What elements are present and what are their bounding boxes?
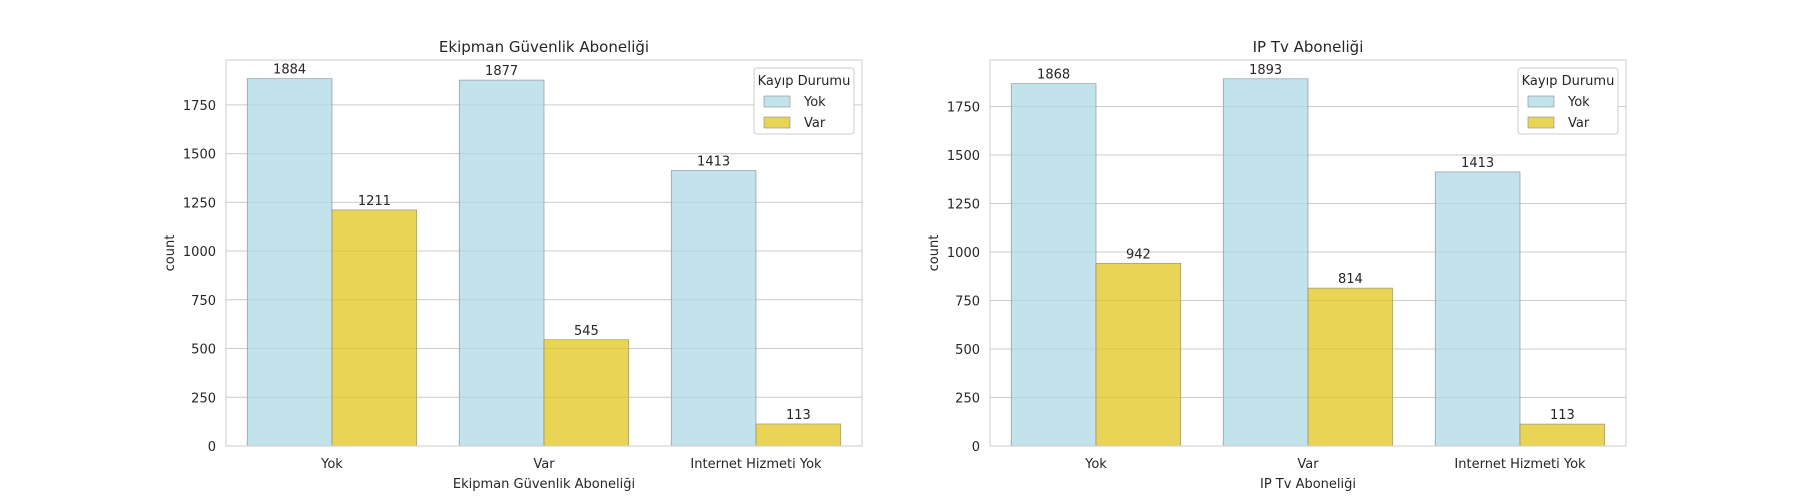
y-axis-label: count xyxy=(163,235,178,272)
y-tick-label: 0 xyxy=(208,440,216,455)
y-tick-label: 1000 xyxy=(183,245,216,260)
y-tick-label: 250 xyxy=(191,391,216,406)
legend-entry: Yok xyxy=(803,95,826,110)
legend-entry: Yok xyxy=(1567,95,1590,110)
data-label: 1893 xyxy=(1249,63,1282,78)
y-tick-label: 1250 xyxy=(947,198,980,213)
y-tick-label: 1750 xyxy=(947,101,980,116)
x-tick-label: Var xyxy=(1297,457,1319,472)
bar-var-1 xyxy=(1095,262,1182,447)
data-label: 113 xyxy=(786,408,811,423)
x-tick-label: Internet Hizmeti Yok xyxy=(1454,457,1586,472)
plot-frame xyxy=(989,59,1627,447)
legend: Kayıp Durumu Yok Var xyxy=(1517,67,1619,135)
bar-var-3 xyxy=(755,423,842,447)
legend-swatch xyxy=(763,116,791,129)
legend-entry: Var xyxy=(1568,116,1590,131)
legend-swatch xyxy=(763,95,791,108)
data-label: 113 xyxy=(1550,408,1575,423)
x-axis-label: Ekipman Güvenlik Aboneliği xyxy=(453,477,635,492)
plot-frame xyxy=(225,59,863,447)
y-tick-label: 500 xyxy=(955,343,980,358)
bars: 1884 1877 1413 1211 545 113 xyxy=(246,63,842,447)
legend-swatch xyxy=(1527,95,1555,108)
y-tick-label: 1000 xyxy=(947,246,980,261)
x-tick-label: Internet Hizmeti Yok xyxy=(690,457,822,472)
x-axis-label: IP Tv Aboneliği xyxy=(1260,477,1356,492)
bar-var-2 xyxy=(543,339,630,447)
data-label: 1413 xyxy=(697,155,730,170)
y-tick-label: 1500 xyxy=(183,148,216,163)
y-tick-label: 500 xyxy=(191,343,216,358)
x-tick-label: Var xyxy=(533,457,555,472)
data-label: 1868 xyxy=(1037,68,1070,83)
bar-yok-1 xyxy=(1010,83,1097,447)
y-tick-label: 1250 xyxy=(183,196,216,211)
bar-yok-2 xyxy=(458,79,545,447)
y-tick-label: 250 xyxy=(955,392,980,407)
data-label: 1884 xyxy=(273,63,306,78)
legend: Kayıp Durumu Yok Var xyxy=(753,67,855,135)
legend-entry: Var xyxy=(804,116,826,131)
legend-title: Kayıp Durumu xyxy=(1522,74,1615,89)
bar-yok-3 xyxy=(670,170,757,447)
bar-var-3 xyxy=(1519,423,1606,447)
y-tick-label: 750 xyxy=(191,294,216,309)
chart-title: IP Tv Aboneliği xyxy=(1253,38,1364,56)
bar-yok-2 xyxy=(1222,78,1309,447)
data-label: 1211 xyxy=(358,194,391,209)
y-tick-label: 0 xyxy=(972,440,980,455)
bars: 1868 1893 1413 942 814 113 xyxy=(1010,63,1606,447)
bar-var-1 xyxy=(331,209,418,447)
data-label: 545 xyxy=(574,324,599,339)
data-label: 942 xyxy=(1126,247,1151,262)
chart-title: Ekipman Güvenlik Aboneliği xyxy=(439,38,649,56)
data-label: 1877 xyxy=(485,64,518,79)
y-axis-label: count xyxy=(927,235,942,272)
legend-swatch xyxy=(1527,116,1555,129)
y-tick-label: 1500 xyxy=(947,149,980,164)
y-tick-label: 1750 xyxy=(183,99,216,114)
data-label: 814 xyxy=(1338,272,1363,287)
x-tick-label: Yok xyxy=(1084,457,1107,472)
bar-yok-1 xyxy=(246,78,333,447)
chart-panel-2: 1868 1893 1413 942 814 113 0 250 500 750 1000 1250 1… xyxy=(927,38,1627,492)
bar-yok-3 xyxy=(1434,171,1521,447)
y-tick-label: 750 xyxy=(955,295,980,310)
bar-var-2 xyxy=(1307,287,1394,447)
legend-title: Kayıp Durumu xyxy=(758,74,851,89)
x-tick-label: Yok xyxy=(320,457,343,472)
data-label: 1413 xyxy=(1461,156,1494,171)
chart-panel-1: 1884 1877 1413 1211 545 113 0 250 500 750 1000 1250… xyxy=(163,38,863,492)
